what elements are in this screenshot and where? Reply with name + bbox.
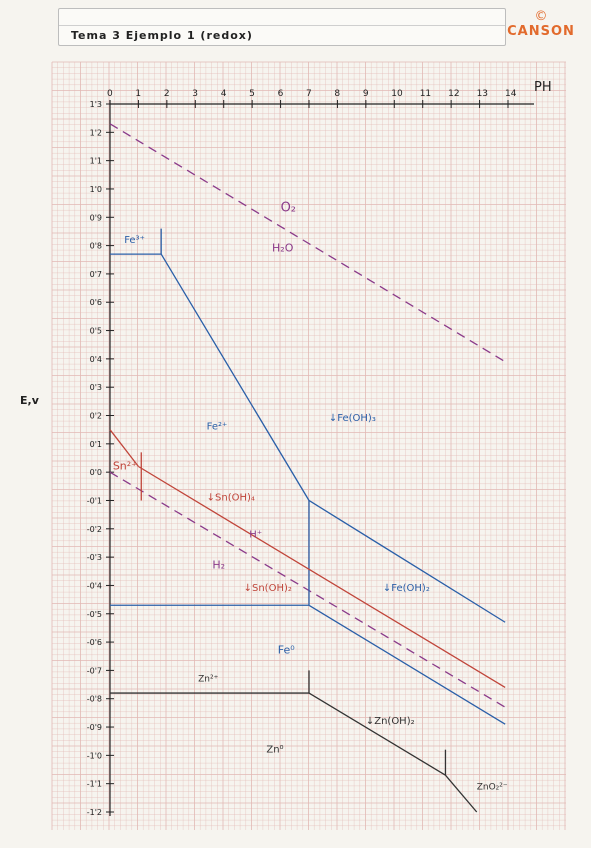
x-tick-label: 5 (249, 89, 255, 99)
x-tick-label: 2 (164, 89, 170, 99)
species-label: ↓Sn(OH)₄ (207, 492, 255, 503)
x-tick-label: 14 (505, 89, 517, 99)
series-line-sn-upper (109, 429, 139, 467)
y-tick-label: -0'4 (87, 581, 102, 590)
y-tick-label: 0'1 (90, 440, 102, 449)
y-tick-label: -1'0 (87, 751, 102, 760)
header-divider (59, 25, 505, 26)
species-label: Zn²⁺ (198, 675, 218, 685)
x-tick-label: 1 (135, 89, 141, 99)
species-label: Fe⁰ (278, 643, 295, 656)
x-tick-label: 10 (391, 89, 403, 99)
species-label: ↓Fe(OH)₂ (383, 583, 430, 594)
species-label: ↓Zn(OH)₂ (366, 716, 415, 727)
x-axis-label: PH (534, 80, 552, 95)
brand-logo: © CANSON (506, 10, 576, 46)
x-tick-label: 0 (107, 89, 113, 99)
chart-lines (109, 123, 506, 813)
x-tick-label: 6 (278, 89, 284, 99)
y-tick-label: -0'8 (87, 695, 102, 704)
series-line-feoh3-fe2 (160, 253, 310, 501)
species-label: H₂O (272, 241, 294, 254)
brand-mark-icon: © (534, 9, 548, 24)
series-line-h-h2 (109, 471, 506, 708)
x-tick-label: 12 (448, 89, 459, 99)
y-tick-label: -0'7 (87, 666, 102, 675)
y-tick-label: 0'4 (90, 355, 102, 364)
x-tick-label: 9 (363, 89, 369, 99)
x-tick-label: 4 (221, 89, 227, 99)
y-tick-label: 0'5 (90, 327, 102, 336)
y-tick-label: -0'5 (87, 610, 102, 619)
y-tick-label: -0'2 (87, 525, 102, 534)
page-title: Tema 3 Ejemplo 1 (redox) (71, 29, 253, 42)
header-box: Tema 3 Ejemplo 1 (redox) (58, 8, 506, 46)
species-label: ZnO₂²⁻ (477, 782, 508, 792)
y-tick-label: -0'6 (87, 638, 102, 647)
y-tick-labels: 1'3 1'2 1'1 1'0 0'9 0'8 0'7 0'6 0'5 0'4 0'3 0'2 0'1 0… (87, 100, 114, 817)
y-tick-label: 0'9 (90, 213, 102, 222)
y-tick-label: 1'1 (90, 157, 102, 166)
species-label: H₂ (212, 558, 225, 571)
x-tick-labels: 0 1 2 3 4 5 6 7 8 9 10 11 12 13 14 (107, 89, 517, 108)
species-label: H⁺ (249, 529, 262, 540)
series-line-feoh3-feoh2 (308, 499, 506, 623)
y-tick-label: -1'2 (87, 808, 102, 817)
y-tick-label: -0'3 (87, 553, 102, 562)
species-label: Fe³⁺ (124, 235, 145, 246)
chart-axes (109, 100, 534, 816)
x-tick-label: 11 (420, 89, 431, 99)
x-tick-label: 8 (334, 89, 340, 99)
species-label: O₂ (281, 201, 296, 216)
series-line-feoh2-fe (308, 604, 506, 725)
x-tick-label: 7 (306, 89, 312, 99)
series-line-o2-h2o (109, 123, 506, 363)
x-tick-label: 13 (477, 89, 488, 99)
x-tick-label: 3 (192, 89, 198, 99)
y-tick-label: 0'8 (90, 242, 102, 251)
y-tick-label: -0'1 (87, 496, 102, 505)
species-label: Fe²⁺ (207, 422, 228, 433)
y-tick-label: 0'3 (90, 383, 102, 392)
y-axis-label: E,v (20, 394, 40, 407)
species-label: Sn²⁺ (113, 459, 137, 472)
series-line-snoh4-snoh2 (138, 465, 506, 688)
graph-paper-grid (51, 61, 566, 830)
y-tick-label: -0'9 (87, 723, 102, 732)
brand-name: CANSON (507, 24, 575, 39)
chart-annotations: O₂ H₂O Fe³⁺ Fe²⁺ ↓Fe(OH)₃ ↓Fe(OH)₂ Fe⁰ Sn²⁺ ↓Sn(… (113, 201, 508, 793)
series-line-znoh2-zn (308, 692, 446, 776)
species-label: ↓Fe(OH)₃ (329, 413, 376, 424)
y-tick-label: -1'1 (87, 780, 102, 789)
y-tick-label: 0'7 (90, 270, 102, 279)
y-tick-label: 1'3 (90, 100, 102, 109)
y-tick-label: 0'2 (90, 412, 102, 421)
y-tick-label: 0'0 (90, 468, 102, 477)
y-tick-label: 1'2 (90, 128, 102, 137)
series-line-zno2-zn (444, 774, 478, 813)
y-tick-label: 0'6 (90, 298, 102, 307)
y-tick-label: 1'0 (90, 185, 102, 194)
species-label: ↓Sn(OH)₂ (244, 583, 292, 594)
species-label: Zn⁰ (266, 745, 283, 756)
